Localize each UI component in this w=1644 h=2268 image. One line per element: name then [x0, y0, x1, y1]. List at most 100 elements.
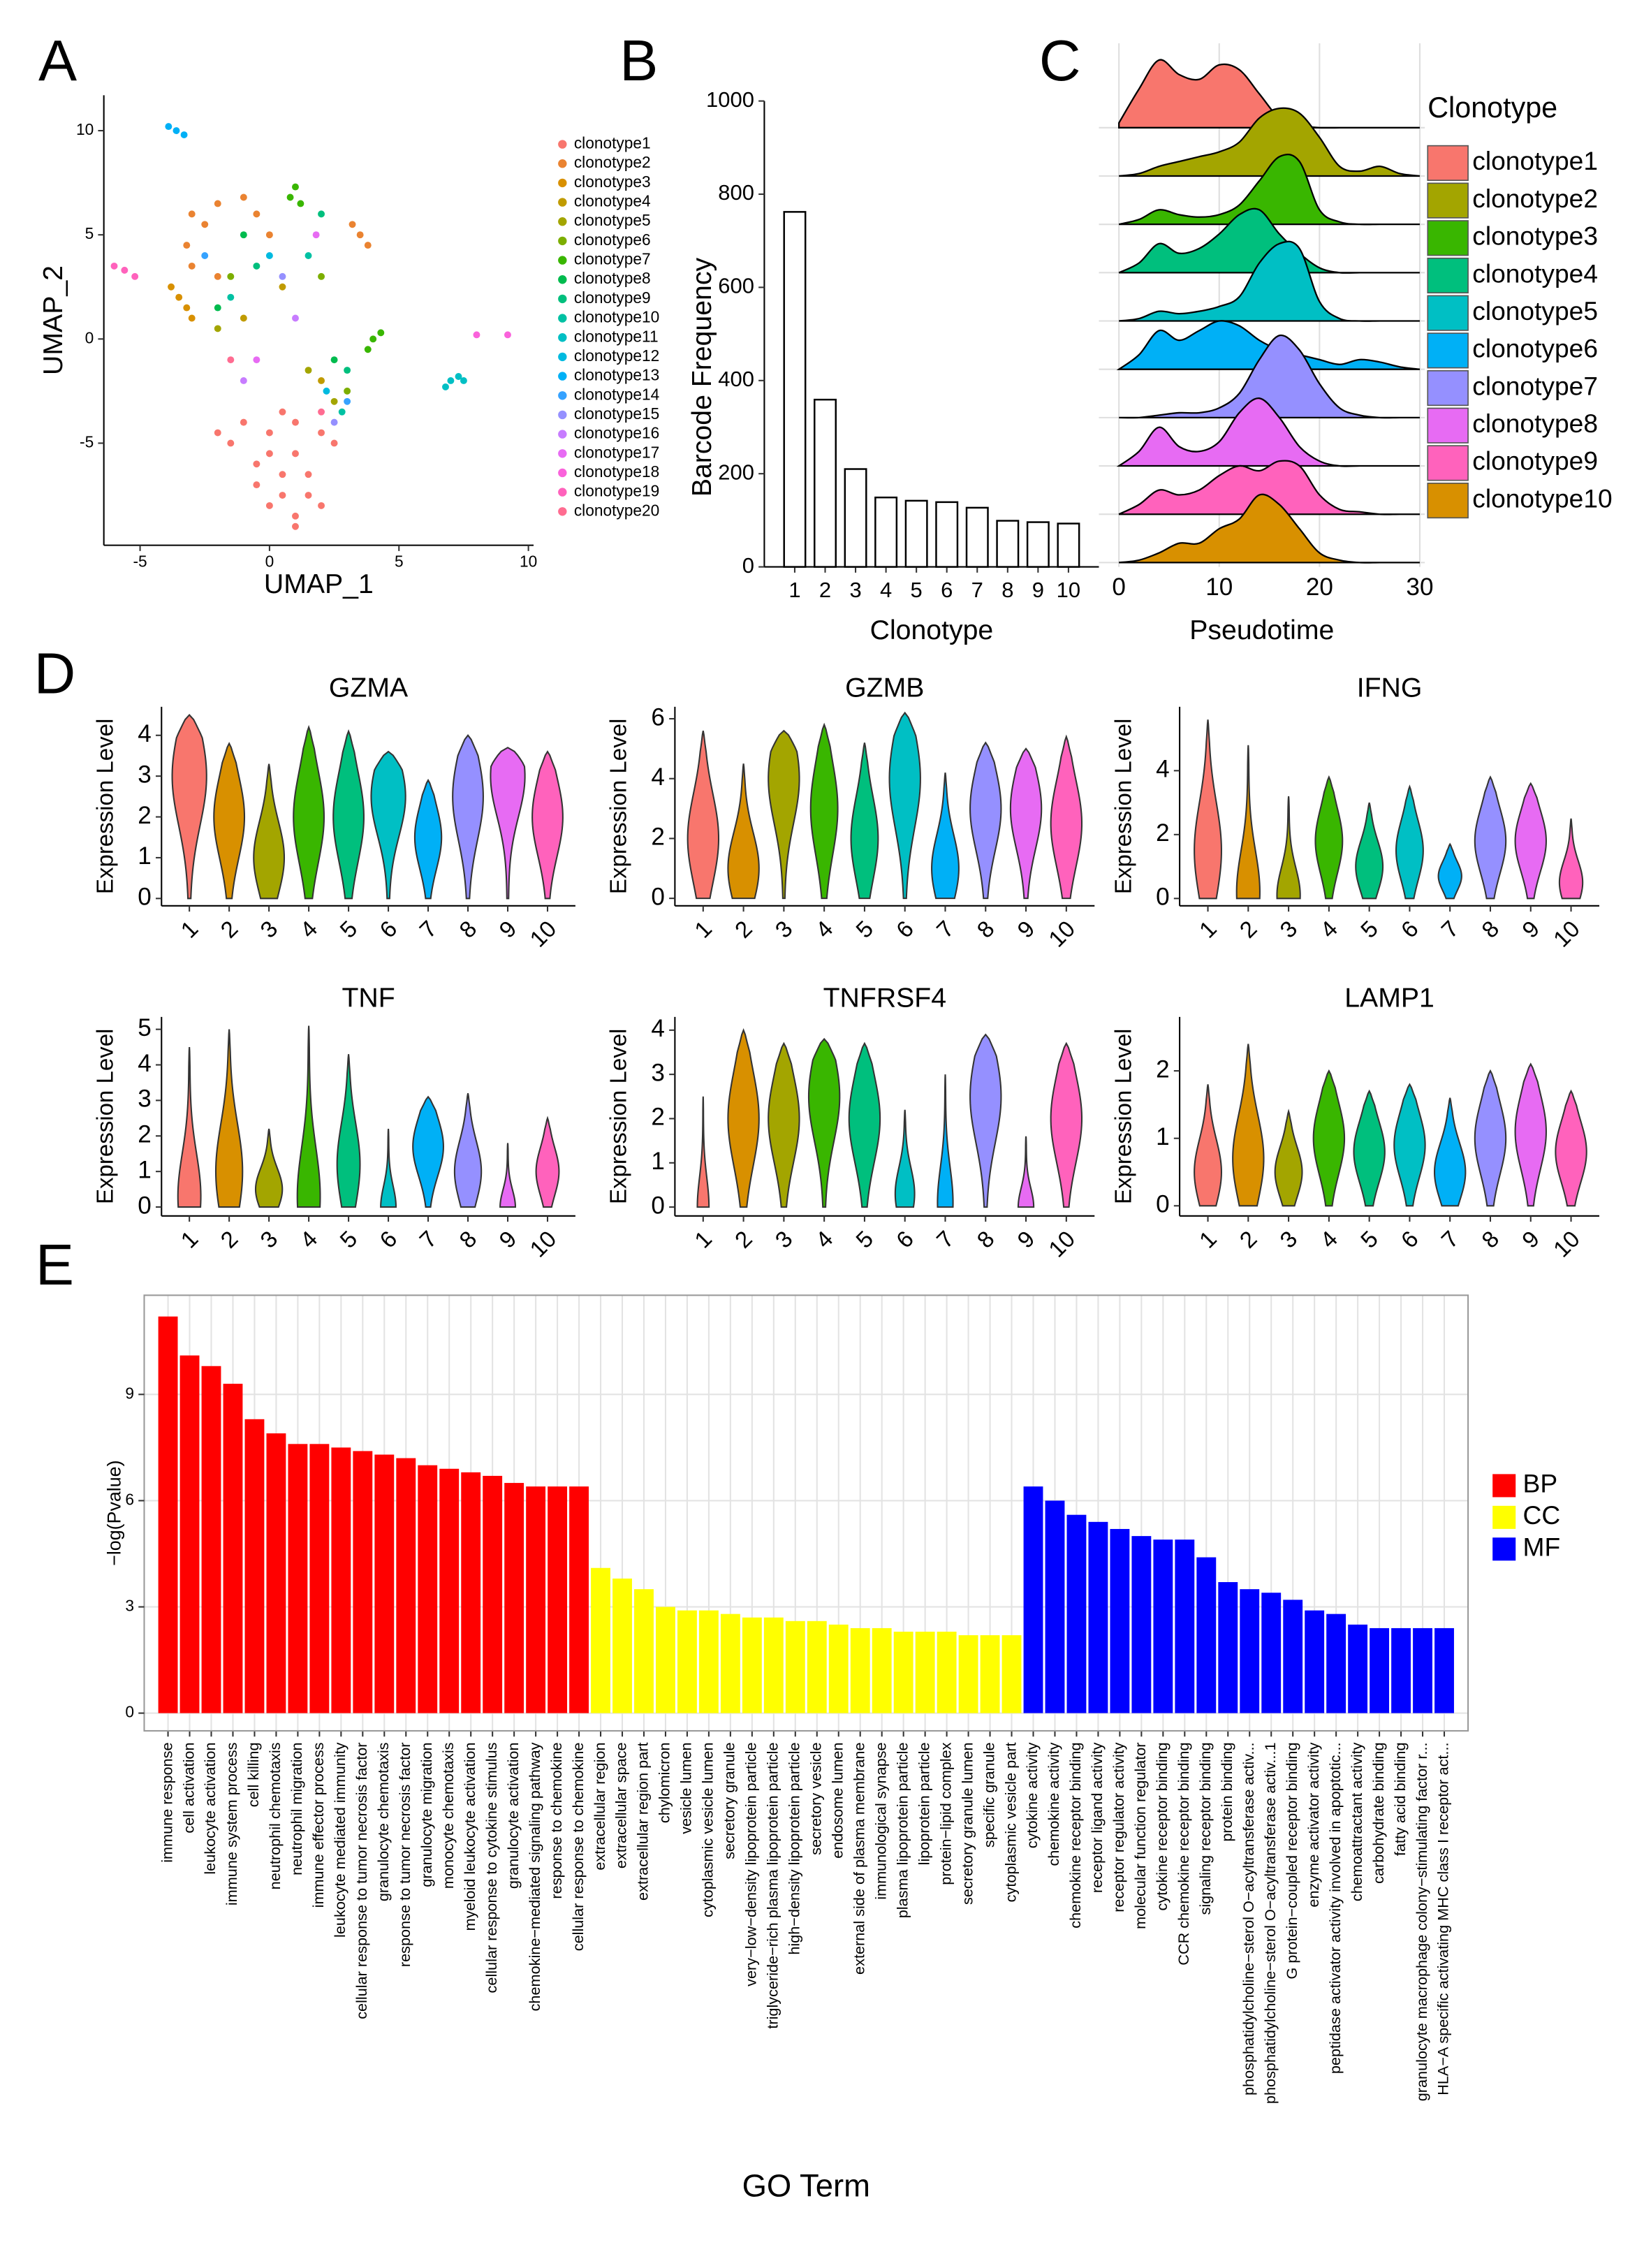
y-tick-label: 0	[651, 1192, 665, 1219]
legend-label: clonotype6	[1472, 334, 1598, 363]
violin	[1009, 747, 1043, 900]
x-tick-label: leukocyte activation	[201, 1742, 219, 1874]
x-tick-label: 10	[520, 552, 537, 570]
point	[214, 200, 221, 207]
violin	[1395, 784, 1424, 900]
ridge	[1118, 460, 1420, 515]
y-axis-label: Barcode Frequency	[687, 258, 717, 497]
point	[214, 272, 221, 280]
bar	[591, 1567, 610, 1713]
bar	[418, 1465, 438, 1713]
point	[168, 283, 175, 291]
point	[304, 252, 312, 259]
violin	[1555, 1089, 1587, 1207]
x-tick-label: cellular response to cytokine stimulus	[483, 1742, 500, 1993]
bar	[439, 1468, 460, 1713]
bar	[656, 1607, 675, 1713]
x-tick-label: chylomicron	[656, 1742, 673, 1823]
bar	[935, 501, 959, 568]
point	[460, 377, 467, 384]
legend-swatch	[1427, 220, 1469, 256]
point	[131, 272, 139, 280]
point	[279, 471, 286, 478]
legend-swatch	[558, 314, 567, 323]
violin	[380, 1129, 397, 1208]
panel-letter: B	[619, 28, 658, 93]
point	[292, 450, 299, 458]
legend-label: clonotype9	[574, 288, 651, 307]
bar	[965, 506, 989, 568]
x-tick-label: cytokine activity	[1023, 1742, 1041, 1848]
y-tick-label: 4	[138, 720, 152, 747]
x-axis-label: UMAP_1	[264, 569, 374, 599]
legend-label: clonotype17	[574, 443, 659, 461]
point	[188, 314, 196, 322]
bar	[1434, 1627, 1454, 1713]
bar	[461, 1472, 481, 1713]
x-axis-label: Clonotype	[870, 615, 994, 645]
x-tick-label: signaling receptor binding	[1196, 1742, 1214, 1915]
legend-swatch	[558, 468, 567, 478]
point	[330, 418, 338, 426]
violin	[214, 1029, 244, 1208]
bar	[828, 1624, 849, 1713]
violin	[727, 763, 760, 900]
point	[183, 242, 191, 249]
x-tick-label: 5	[395, 552, 404, 570]
legend-swatch	[1427, 445, 1469, 481]
panel-letter: C	[1039, 28, 1081, 93]
legend-label: clonotype7	[1472, 371, 1598, 400]
point	[442, 383, 449, 390]
legend-swatch	[558, 275, 567, 284]
point	[165, 123, 173, 131]
x-axis-label: GO Term	[742, 2168, 870, 2204]
point	[504, 331, 511, 339]
bar	[872, 1627, 892, 1713]
bar	[874, 496, 898, 568]
x-tick-label: enzyme activator activity	[1305, 1742, 1322, 1907]
y-axis-label: Expression Level	[606, 1029, 631, 1204]
violin	[531, 750, 564, 900]
legend-swatch	[1427, 295, 1469, 331]
x-tick-label: endosome lumen	[828, 1742, 846, 1858]
legend-label: clonotype16	[574, 424, 659, 442]
x-tick-label: lipoprotein particle	[915, 1742, 932, 1865]
violin	[1558, 818, 1584, 900]
y-axis-label: Expression Level	[606, 719, 631, 894]
legend-label: clonotype5	[1472, 296, 1598, 325]
violin	[1393, 1083, 1426, 1207]
x-tick-label: 9	[1032, 578, 1044, 602]
y-tick-label: 1000	[706, 87, 754, 112]
violin	[254, 1128, 284, 1208]
point	[201, 252, 209, 259]
point	[377, 329, 385, 337]
x-tick-label: secretory granule lumen	[958, 1742, 976, 1905]
legend-label: clonotype14	[574, 385, 659, 403]
point	[279, 492, 286, 499]
x-tick-label: triglyceride−rich plasma lipoprotein par…	[764, 1742, 781, 2028]
point	[265, 252, 273, 259]
point	[227, 356, 235, 364]
point	[253, 210, 260, 218]
legend-swatch	[558, 391, 567, 400]
violin	[1434, 1097, 1467, 1207]
violin	[768, 1041, 800, 1208]
point	[292, 512, 299, 520]
x-tick-label: HLA−A specific activating MHC class I re…	[1434, 1742, 1452, 2095]
bar	[244, 1419, 265, 1713]
x-tick-label: monocyte chemotaxis	[439, 1742, 457, 1889]
x-tick-label: protein binding	[1218, 1742, 1235, 1841]
panel-border	[143, 1294, 1469, 1732]
violin	[969, 1033, 1002, 1208]
point	[318, 272, 325, 280]
x-tick-label: 2	[819, 578, 831, 602]
y-tick-label: 200	[718, 460, 754, 484]
violin	[1274, 1109, 1303, 1207]
y-tick-label: 4	[651, 1015, 665, 1042]
legend-label: clonotype10	[1472, 483, 1612, 513]
violin	[1314, 775, 1344, 900]
x-tick-label: immune response	[158, 1742, 175, 1862]
x-tick-label: high−density lipoprotein particle	[786, 1742, 803, 1954]
point	[183, 304, 191, 312]
